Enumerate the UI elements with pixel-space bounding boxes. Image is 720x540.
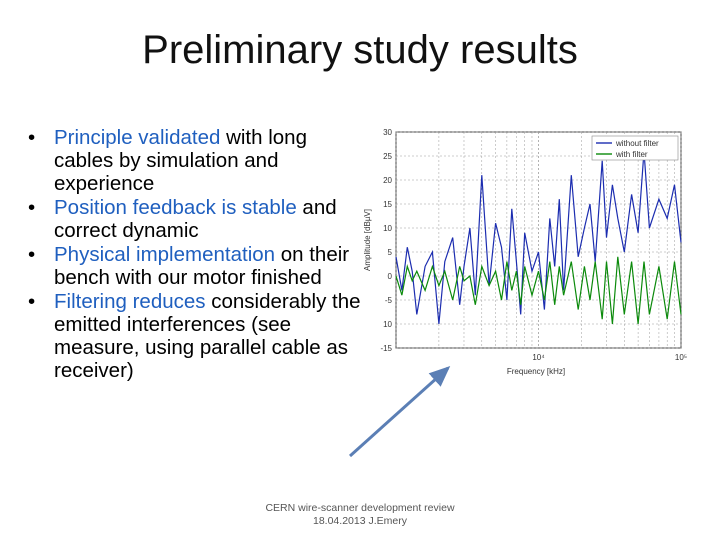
y-tick-label: 5 <box>388 248 393 257</box>
y-tick-label: 30 <box>383 128 392 137</box>
y-tick-label: 15 <box>383 200 392 209</box>
y-tick-label: -15 <box>380 344 392 353</box>
bullet-text: and correct dynamic <box>54 196 337 242</box>
x-tick-label: 10⁵ <box>675 353 687 362</box>
series-line-without-filter <box>395 151 682 325</box>
bullet-highlight: Filtering reduces <box>54 290 206 313</box>
bullet-dot-icon: • <box>28 290 36 313</box>
bullet-item: • Filtering reduces considerably the emit… <box>22 290 362 382</box>
x-tick-label: 10⁴ <box>532 353 545 362</box>
spectrum-chart: 30 25 20 15 10 5 0 -5 10 -15 10⁴ 10⁵ Amplitude [dB… <box>360 128 700 380</box>
slide-title: Preliminary study results <box>142 28 578 72</box>
footer-line-1: CERN wire-scanner development review <box>265 502 455 514</box>
legend-box <box>591 135 679 161</box>
slide-footer: CERN wire-scanner development review 18.… <box>230 502 490 528</box>
y-axis-label: Amplitude [dBµV] <box>363 209 372 271</box>
series-line-with-filter <box>395 256 682 325</box>
bullet-highlight: Position feedback is stable <box>54 196 297 219</box>
legend: without filter with filter <box>591 135 679 161</box>
legend-label-with-filter: with filter <box>615 150 648 159</box>
chart-svg: 30 25 20 15 10 5 0 -5 10 -15 10⁴ 10⁵ Amplitude [dB… <box>363 128 687 376</box>
bullet-highlight: Principle validated <box>54 126 221 149</box>
y-tick-label: -5 <box>385 296 393 305</box>
y-tick-labels: 30 25 20 15 10 5 0 -5 10 -15 <box>380 128 392 353</box>
bullet-dot-icon: • <box>28 243 36 266</box>
series-group <box>395 151 682 325</box>
bullet-dot-icon: • <box>28 126 36 149</box>
bullet-item: • Physical implementation on their bench … <box>22 243 362 289</box>
legend-label-without-filter: without filter <box>615 139 659 148</box>
bullet-text: with long cables by simulation and exper… <box>54 126 307 195</box>
bullet-item: • Position feedback is stable and correct… <box>22 196 362 242</box>
y-tick-label: 0 <box>388 272 393 281</box>
footer-line-2: 18.04.2013 J.Emery <box>313 515 407 527</box>
bullet-text: on their bench with our motor finished <box>54 243 350 289</box>
y-tick-label: 25 <box>383 152 392 161</box>
bullet-list: • Principle validated with long cables by… <box>22 126 362 383</box>
y-tick-label: 10 <box>383 320 392 329</box>
bullet-item: • Principle validated with long cables by… <box>22 126 362 195</box>
x-axis-label: Frequency [kHz] <box>507 367 565 376</box>
bullet-text: considerably the emitted interferences (… <box>54 290 361 382</box>
bullet-dot-icon: • <box>28 196 36 219</box>
bullet-highlight: Physical implementation <box>54 243 276 266</box>
x-tick-labels: 10⁴ 10⁵ <box>532 353 687 362</box>
y-tick-label: 20 <box>383 176 392 185</box>
y-tick-label: 10 <box>383 224 392 233</box>
